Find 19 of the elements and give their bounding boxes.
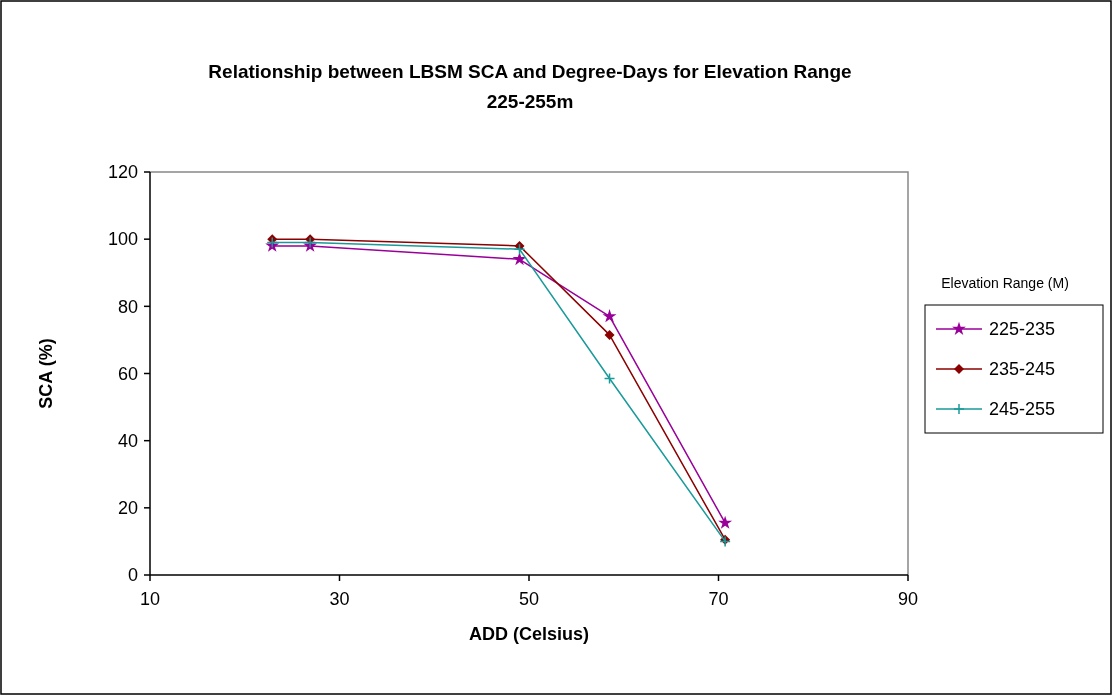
x-tick-label: 70 xyxy=(708,589,729,609)
legend-title: Elevation Range (M) xyxy=(941,275,1069,291)
y-tick-label: 0 xyxy=(127,565,138,586)
y-axis-title: SCA (%) xyxy=(36,338,56,409)
y-tick-label: 100 xyxy=(107,229,138,250)
y-tick-label: 40 xyxy=(117,430,138,451)
x-tick-label: 10 xyxy=(139,589,161,609)
y-tick-label: 120 xyxy=(107,162,138,183)
x-tick-label: 30 xyxy=(329,589,350,609)
x-tick-label: 90 xyxy=(897,589,919,609)
y-tick-label: 80 xyxy=(117,296,138,317)
y-tick-label: 20 xyxy=(117,498,138,519)
chart-title: Relationship between LBSM SCA and Degree-Days for Elevation Range 225-255m xyxy=(208,61,852,112)
y-tick-label: 60 xyxy=(117,363,138,384)
legend-label: 245-255 xyxy=(989,399,1056,420)
legend-label: 225-235 xyxy=(989,319,1056,340)
x-tick-label: 50 xyxy=(518,589,540,609)
legend-label: 235-245 xyxy=(989,359,1056,380)
x-axis-title: ADD (Celsius) xyxy=(468,624,590,644)
